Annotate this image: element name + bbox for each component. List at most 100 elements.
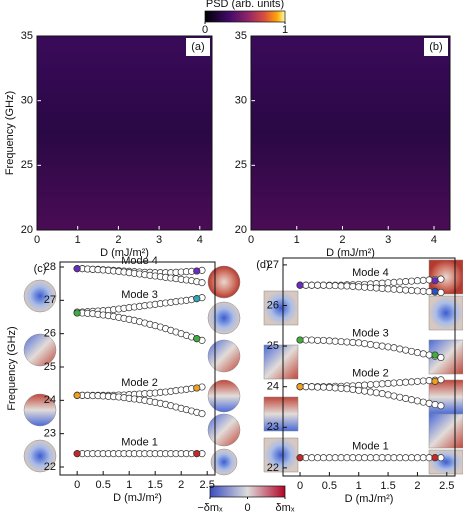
data-point	[302, 281, 310, 289]
mode-image	[207, 265, 241, 299]
mode-label: Mode 1	[121, 437, 158, 449]
mode-image	[263, 290, 299, 326]
data-point	[349, 454, 357, 462]
y-tick-label: 28	[44, 261, 56, 273]
data-point	[296, 383, 304, 391]
data-point	[390, 454, 398, 462]
x-tick-label: 2	[115, 234, 121, 246]
data-point	[361, 381, 369, 389]
data-point	[431, 351, 439, 359]
panel-label: (b)	[429, 41, 442, 53]
data-point	[198, 279, 206, 287]
data-point	[408, 277, 416, 285]
x-axis-label: D (mJ/m²)	[345, 493, 394, 505]
data-point	[314, 281, 322, 289]
y-tick-label: 30	[21, 95, 33, 107]
mode-image	[263, 437, 299, 473]
data-point	[361, 340, 369, 348]
mode-image	[428, 413, 463, 449]
mode-label: Mode 2	[352, 368, 389, 380]
data-point	[408, 454, 416, 462]
y-tick-label: 23	[44, 428, 56, 440]
data-point	[402, 277, 410, 286]
data-point	[366, 454, 375, 462]
data-point	[419, 350, 427, 358]
mode-image	[23, 439, 57, 473]
data-point	[437, 288, 445, 297]
y-tick-label: 20	[235, 224, 247, 236]
data-point	[419, 454, 427, 462]
y-tick-label: 25	[44, 361, 56, 373]
data-point	[390, 392, 398, 400]
data-point	[319, 383, 328, 391]
data-point	[314, 454, 322, 462]
heatmap	[251, 36, 450, 230]
y-tick-label: 26	[44, 328, 56, 340]
data-point	[355, 386, 363, 394]
data-point	[343, 454, 351, 462]
data-point	[437, 353, 445, 362]
data-point	[73, 309, 81, 317]
data-point	[308, 281, 316, 289]
data-point	[302, 454, 310, 462]
data-point	[413, 377, 421, 385]
x-tick-label: 1	[75, 234, 81, 246]
data-point	[193, 450, 201, 458]
data-point	[355, 283, 363, 291]
y-tick-label: 25	[21, 159, 33, 171]
data-point	[419, 377, 427, 385]
data-point	[343, 385, 351, 393]
x-tick-label: 4	[197, 234, 203, 246]
mode-image	[263, 344, 299, 380]
data-point	[402, 346, 410, 354]
data-point	[349, 282, 357, 290]
data-point	[366, 388, 375, 396]
y-tick-label: 27	[267, 259, 279, 271]
data-point	[343, 282, 351, 290]
colorbar-tick-label: 0	[244, 502, 250, 514]
x-tick-label: 1.5	[380, 480, 395, 492]
data-point	[308, 454, 316, 462]
x-tick-label: 2.5	[439, 480, 454, 492]
y-tick-label: 22	[44, 461, 56, 473]
data-point	[325, 383, 333, 392]
data-point	[302, 383, 310, 391]
data-point	[314, 383, 322, 391]
data-point	[372, 341, 380, 349]
colorbar-tick-label: δmₓ	[276, 502, 295, 514]
data-point	[349, 385, 357, 394]
data-point	[419, 287, 427, 295]
data-point	[408, 347, 416, 355]
data-point	[396, 278, 404, 286]
mode-image	[263, 396, 299, 432]
mode-image	[428, 295, 463, 331]
data-point	[378, 454, 386, 462]
data-point	[361, 387, 369, 395]
y-tick-label: 23	[267, 421, 279, 433]
colorbar	[204, 10, 286, 23]
data-point	[408, 396, 416, 404]
x-tick-label: 1	[294, 234, 300, 246]
data-point	[384, 279, 392, 287]
panel-label: (a)	[191, 41, 204, 53]
x-axis-label: D (mJ/m²)	[326, 247, 375, 259]
data-point	[425, 288, 433, 296]
mode-image	[428, 449, 463, 475]
mode-label: Mode 2	[121, 377, 158, 389]
data-point	[431, 377, 439, 385]
data-point	[431, 401, 439, 409]
data-point	[372, 454, 380, 462]
data-point	[337, 338, 345, 346]
x-tick-label: 3	[156, 234, 162, 246]
x-tick-label: 2	[339, 234, 345, 246]
data-point	[425, 276, 433, 284]
colorbar	[209, 485, 286, 498]
data-point	[331, 337, 339, 345]
data-point	[378, 380, 386, 388]
data-point	[384, 454, 392, 462]
data-point	[431, 277, 439, 285]
data-point	[331, 384, 339, 392]
y-tick-label: 25	[267, 340, 279, 352]
data-point	[308, 383, 316, 391]
